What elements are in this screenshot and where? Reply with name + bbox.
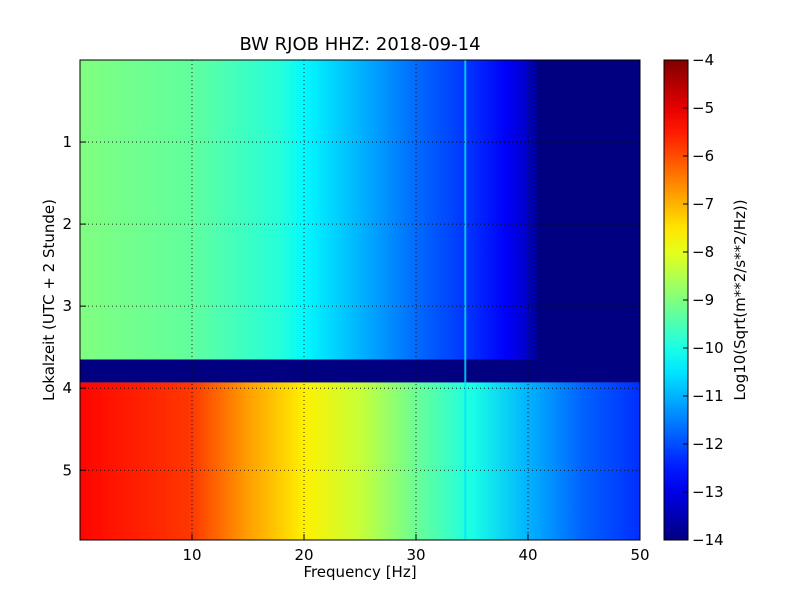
x-tick-label: 50 [630,546,649,564]
y-tick-label: 5 [62,461,72,479]
y-tick-label: 2 [62,215,72,233]
colorbar-tick-label: −9 [692,291,714,309]
plot-frame [79,59,641,541]
colorbar-tick-label: −14 [692,531,724,549]
heatmap-segment-data-gap [80,359,640,383]
colorbar-tick-label: −5 [692,99,714,117]
grid-lines [80,60,640,540]
y-axis-label: Lokalzeit (UTC + 2 Stunde) [40,199,58,401]
colorbar-tick-label: −7 [692,195,714,213]
colorbar-tick-label: −8 [692,243,714,261]
colorbar-tick-label: −4 [692,51,714,69]
x-tick-label: 20 [294,546,313,564]
colorbar-tick-label: −11 [692,387,724,405]
x-axis-ticks: 10 20 30 40 50 [182,534,650,564]
colorbar-tick-label: −6 [692,147,714,165]
colorbar-tick-label: −12 [692,435,724,453]
colorbar: −4 −5 −6 −7 −8 −9 −10 −11 −12 −13 −14 Log10(Sqrt(m… [663,51,749,549]
y-axis-ticks: 1 2 3 4 5 [62,133,86,479]
heatmap-plot-area [80,60,640,540]
x-tick-label: 10 [182,546,201,564]
y-tick-label: 4 [62,379,72,397]
colorbar-tick-label: −13 [692,483,724,501]
heatmap-segment-active-period [80,382,640,540]
y-tick-label: 1 [62,133,72,151]
colorbar-ticks: −4 −5 −6 −7 −8 −9 −10 −11 −12 −13 −14 [683,51,724,549]
x-tick-label: 30 [406,546,425,564]
colorbar-label: Log10(Sqrt(m**2/s**2/Hz)) [731,199,749,400]
x-tick-label: 40 [518,546,537,564]
heatmap-segment-quiet-period [80,60,640,360]
colorbar-tick-label: −10 [692,339,724,357]
chart-title: BW RJOB HHZ: 2018-09-14 [239,34,480,55]
y-tick-label: 3 [62,297,72,315]
x-axis-label: Frequency [Hz] [303,563,416,581]
